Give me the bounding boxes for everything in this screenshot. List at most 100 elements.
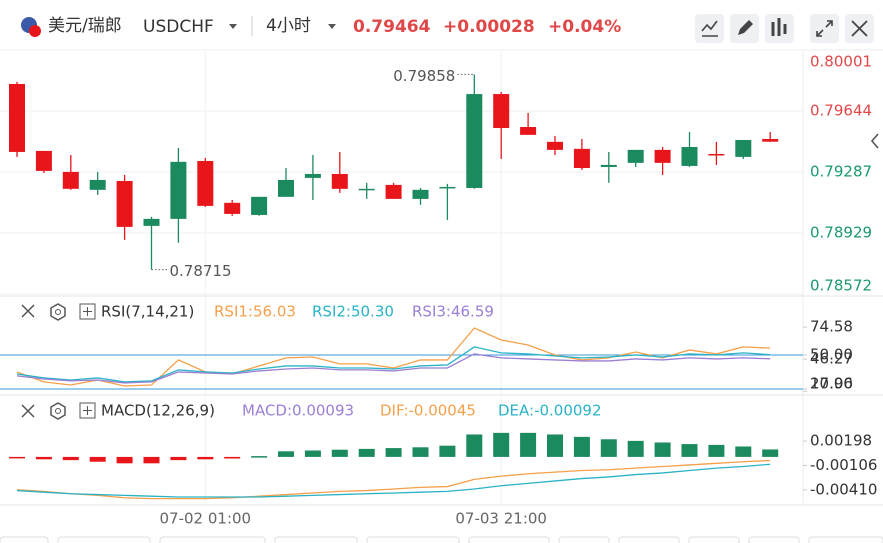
- remove-icon[interactable]: [21, 404, 35, 418]
- macd-bar: [466, 434, 483, 457]
- candle-body: [573, 148, 590, 168]
- candle-body: [439, 186, 456, 189]
- symbol[interactable]: USDCHF: [143, 17, 214, 37]
- settings-icon-dot: [55, 309, 61, 315]
- y-tick-label: 46.27: [810, 350, 853, 368]
- y-tick-label: 20.00: [810, 375, 853, 393]
- candle-body: [708, 153, 725, 156]
- price-change: +0.00028: [443, 17, 535, 37]
- candle-body: [735, 139, 752, 157]
- expand-icon[interactable]: [79, 303, 96, 320]
- indicator-title: RSI(7,14,21): [101, 303, 194, 321]
- tab[interactable]: [159, 536, 266, 543]
- candle-body: [627, 149, 644, 163]
- y-tick-label: 0.78572: [810, 277, 872, 295]
- candle-body: [681, 146, 698, 166]
- candle-body: [304, 173, 321, 178]
- legend-entry: RSI3:46.59: [412, 303, 494, 321]
- macd-bar: [170, 456, 187, 461]
- flag-icon-badge: [29, 25, 41, 37]
- candle-body: [278, 179, 294, 197]
- macd-bar: [89, 456, 106, 462]
- dropdown-caret[interactable]: [328, 24, 336, 29]
- candle-body: [358, 188, 375, 191]
- legend-entry: MACD:0.00093: [242, 402, 354, 420]
- candle-body: [9, 83, 25, 152]
- candle-body: [251, 196, 268, 215]
- candle-body: [466, 94, 483, 188]
- candle-body: [170, 161, 187, 219]
- legend-entry: RSI2:50.30: [312, 303, 394, 321]
- candle-body: [331, 173, 348, 189]
- candle-body: [493, 94, 510, 129]
- x-tick-label: 07-03 21:00: [455, 510, 547, 528]
- annotation: 0.78715: [170, 262, 232, 280]
- settings-icon[interactable]: [50, 303, 66, 321]
- macd-bar: [547, 434, 563, 457]
- settings-icon[interactable]: [50, 402, 66, 420]
- macd-bar: [681, 444, 698, 457]
- close-icon: [851, 20, 868, 37]
- candle-body: [762, 138, 779, 142]
- tab[interactable]: [618, 536, 680, 543]
- indicator-icon: [701, 20, 718, 37]
- tab[interactable]: [0, 536, 49, 543]
- expand-icon[interactable]: [79, 402, 96, 419]
- candle-body: [143, 218, 160, 226]
- macd-bar: [412, 447, 429, 457]
- tab[interactable]: [688, 536, 740, 543]
- price: 0.79464: [353, 17, 431, 37]
- tab[interactable]: [57, 536, 151, 543]
- macd-bar: [439, 445, 456, 457]
- macd-bar: [385, 448, 402, 457]
- pair-name: 美元/瑞郎: [48, 16, 122, 36]
- candle-body: [62, 171, 79, 189]
- candle-body: [547, 141, 563, 150]
- candle-body: [600, 164, 617, 167]
- macd-bar: [116, 456, 133, 464]
- header: 美元/瑞郎 USDCHF 4小时 0.79464 +0.00028 +0.04%: [21, 14, 874, 43]
- tab[interactable]: [468, 536, 550, 543]
- legend-entry: DEA:-0.00092: [498, 402, 602, 420]
- candle-body: [520, 127, 537, 135]
- y-tick-label: -0.00106: [810, 456, 877, 474]
- macd-bar: [143, 456, 160, 464]
- fullscreen-icon: [816, 20, 833, 37]
- dropdown-caret[interactable]: [229, 24, 237, 29]
- expand-icon-plus: [83, 406, 92, 415]
- macd-bar: [573, 436, 590, 457]
- y-tick-label: 0.79644: [810, 101, 872, 119]
- settings-icon-dot: [55, 408, 61, 414]
- legend-entry: RSI1:56.03: [214, 303, 296, 321]
- rsi-line: [16, 346, 771, 383]
- macd-line: [16, 463, 771, 498]
- tab[interactable]: [274, 536, 358, 543]
- macd-bar: [627, 440, 644, 457]
- candle-body: [35, 150, 52, 171]
- macd-bar: [35, 456, 52, 460]
- draw-icon: [738, 20, 753, 35]
- candle-body: [116, 180, 133, 227]
- tab[interactable]: [808, 536, 883, 543]
- y-tick-label: 74.58: [810, 318, 853, 336]
- macd-bar: [197, 456, 214, 460]
- macd-bar: [9, 456, 25, 459]
- interval[interactable]: 4小时: [266, 16, 311, 36]
- y-tick-label: 17.96: [810, 375, 853, 393]
- macd-bar: [520, 432, 537, 457]
- macd-line: [16, 459, 771, 500]
- macd-bar: [708, 444, 725, 457]
- collapse-arrow[interactable]: [870, 133, 879, 149]
- y-tick-label: -0.00410: [810, 480, 877, 498]
- y-tick-label: 0.00198: [810, 432, 872, 450]
- fullscreen-button[interactable]: [810, 14, 839, 43]
- price-change-pct: +0.04%: [548, 17, 621, 37]
- tab[interactable]: [748, 536, 800, 543]
- tab[interactable]: [366, 536, 460, 543]
- tab[interactable]: [558, 536, 610, 543]
- remove-icon[interactable]: [21, 304, 35, 318]
- indicator-title: MACD(12,26,9): [101, 402, 215, 420]
- candle-body: [197, 160, 214, 206]
- rsi-line: [16, 353, 771, 384]
- candle-body: [385, 184, 402, 199]
